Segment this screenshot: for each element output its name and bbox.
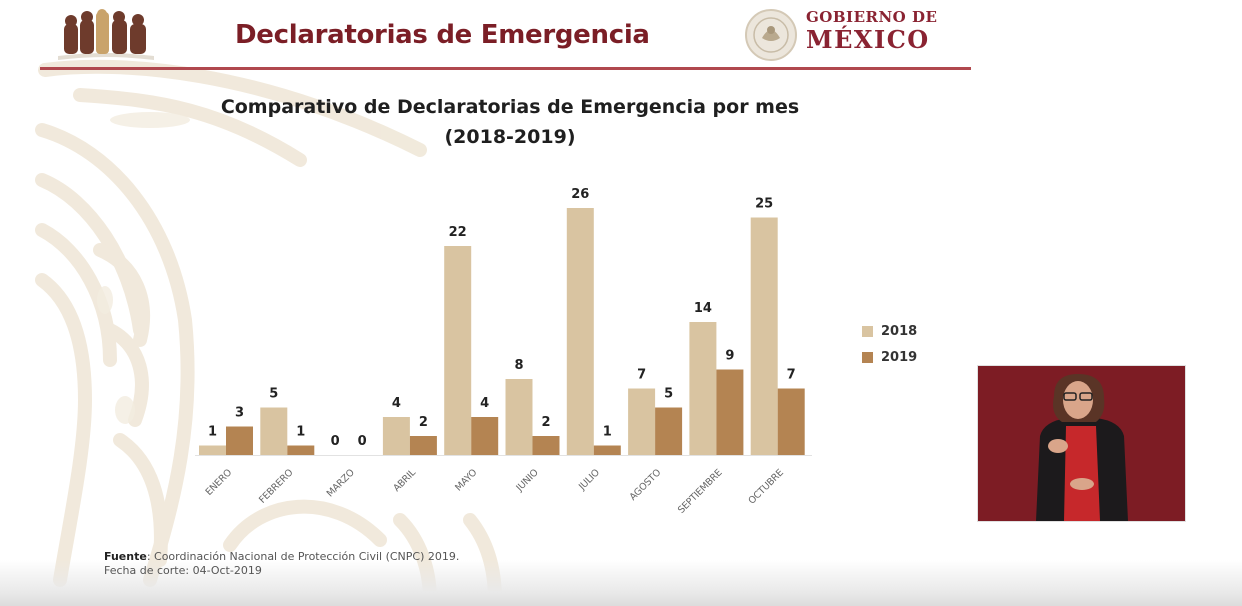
interpreter-figure-icon [978,366,1185,521]
sign-language-interpreter-video [977,365,1186,522]
data-label-2018-febrero: 5 [269,387,278,402]
data-label-2019-enero: 3 [235,406,244,421]
gov-line2: MÉXICO [806,25,930,54]
category-label-marzo: MARZO [325,467,357,499]
category-label-enero: ENERO [204,467,235,498]
bar-2018-enero [199,445,226,455]
cutoff-date: Fecha de corte: 04-Oct-2019 [104,564,262,577]
bar-2018-abril [382,417,410,455]
data-label-2018-mayo: 22 [449,225,467,240]
source-text: : Coordinación Nacional de Protección Ci… [146,550,460,563]
chart-legend: 2018 2019 [862,318,917,370]
bar-2019-enero [226,426,253,455]
data-label-2018-abril: 4 [392,396,401,411]
bar-2018-junio [505,379,533,455]
bar-2018-septiembre [689,322,717,455]
bar-2019-mayo [471,417,499,455]
data-label-2019-junio: 2 [541,415,550,430]
legend-item-2019: 2019 [862,344,917,370]
bar-2018-agosto [628,388,656,455]
bar-2019-febrero [287,445,315,455]
category-label-febrero: FEBRERO [257,467,295,505]
category-label-octubre: OCTUBRE [747,467,786,506]
chart-title: Comparativo de Declaratorias de Emergenc… [220,96,800,118]
legend-item-2018: 2018 [862,318,917,344]
bottom-fade [0,560,1242,606]
page-title: Declaratorias de Emergencia [235,20,650,50]
national-seal-icon [745,9,797,61]
bar-2018-mayo [444,246,472,455]
government-logo-text: GOBIERNO DE MÉXICO [806,8,937,54]
legend-label-2019: 2019 [881,349,918,365]
data-label-2019-septiembre: 9 [725,349,734,364]
legend-swatch-2018 [862,325,873,337]
data-label-2019-marzo: 0 [358,434,367,449]
category-label-julio: JULIO [576,467,602,493]
gov-line1: GOBIERNO DE [806,8,938,26]
bar-2019-septiembre [716,369,744,455]
bar-2018-julio [566,208,594,455]
data-label-2019-abril: 2 [419,415,428,430]
bar-2019-julio [593,445,621,455]
category-label-septiembre: SEPTIEMBRE [676,467,725,516]
category-label-abril: ABRIL [391,467,418,494]
data-label-2018-septiembre: 14 [694,301,712,316]
header-divider [40,67,971,70]
source-line: Fuente: Coordinación Nacional de Protecc… [104,550,459,564]
data-label-2019-julio: 1 [603,425,612,440]
data-label-2019-agosto: 5 [664,387,673,402]
category-label-agosto: AGOSTO [628,467,664,503]
bar-2019-junio [532,436,560,455]
data-label-2018-enero: 1 [208,425,217,440]
bar-2019-abril [409,436,437,455]
source-label: Fuente [104,550,147,563]
legend-label-2018: 2018 [881,323,918,339]
data-label-2019-octubre: 7 [787,368,796,383]
historic-figures-logo-icon [58,9,154,60]
category-label-junio: JUNIO [514,467,541,494]
data-label-2018-agosto: 7 [637,368,646,383]
bar-2018-febrero [260,407,288,455]
data-label-2018-octubre: 25 [755,197,773,212]
bar-2019-octubre [777,388,805,455]
data-label-2018-julio: 26 [571,187,589,202]
source-footer: Fuente: Coordinación Nacional de Protecc… [104,550,459,578]
legend-swatch-2019 [862,351,873,363]
category-label-mayo: MAYO [453,467,479,493]
chart-subtitle: (2018-2019) [444,126,576,148]
chart-title-block: Comparativo de Declaratorias de Emergenc… [190,92,830,152]
bar-2018-octubre [750,217,778,455]
data-label-2018-junio: 8 [514,358,523,373]
data-label-2019-febrero: 1 [296,425,305,440]
data-label-2019-mayo: 4 [480,396,489,411]
bar-2019-agosto [655,407,683,455]
data-label-2018-marzo: 0 [331,434,340,449]
